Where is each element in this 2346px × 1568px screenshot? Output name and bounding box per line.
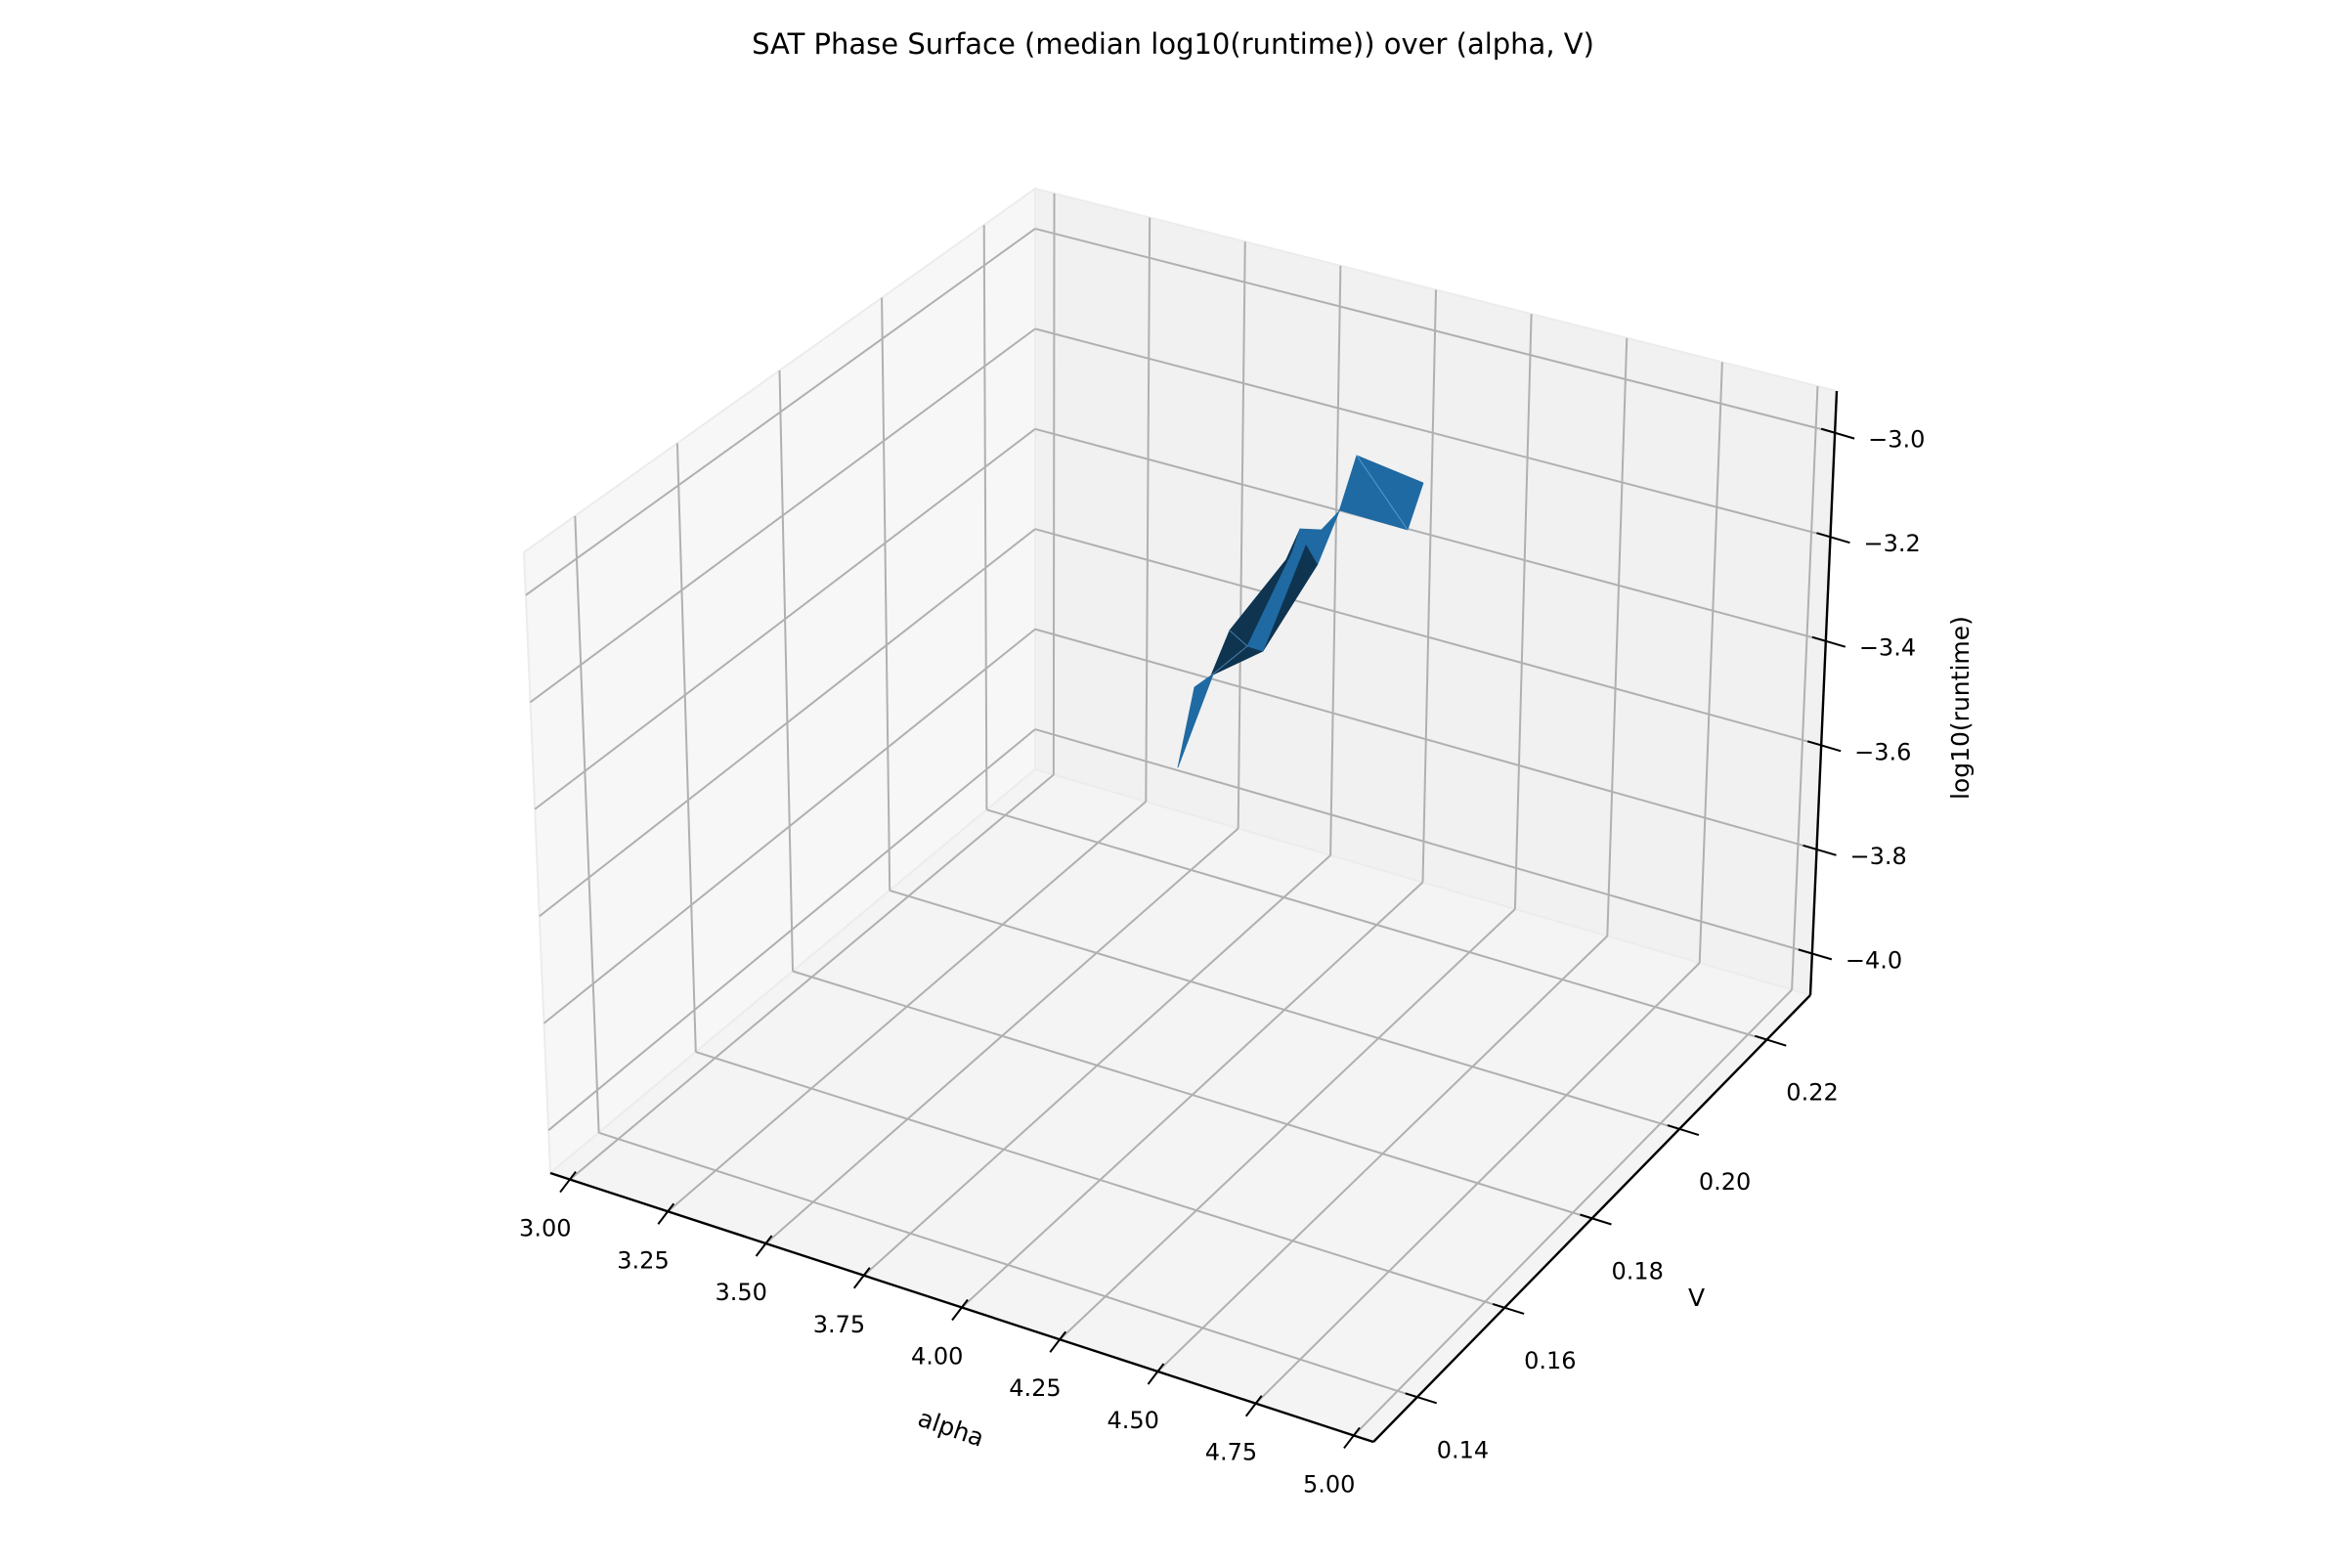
tick-alpha [657, 1202, 675, 1225]
tick-label-v: 0.16 [1524, 1347, 1576, 1374]
v-axis-label: V [1688, 1284, 1705, 1312]
tick-label-z: −3.0 [1868, 426, 1925, 454]
gridline-v [792, 970, 1592, 1220]
tick-label-alpha: 3.00 [519, 1215, 571, 1242]
gridline-z [1034, 628, 1817, 850]
chart-title: SAT Phase Surface (median log10(runtime)… [752, 27, 1594, 61]
gridline-v [778, 370, 794, 972]
z-axis-line [1808, 390, 1839, 996]
tick-alpha [755, 1235, 773, 1257]
gridline-v [986, 808, 1767, 1041]
alpha-axis-label: alpha [914, 1404, 987, 1453]
tick-label-alpha: 5.00 [1303, 1470, 1355, 1498]
tick-label-z: −3.8 [1850, 843, 1907, 870]
tick-v [1755, 1034, 1787, 1047]
gridline-v [881, 297, 891, 891]
gridline-z [525, 228, 1036, 596]
axis-ticks [559, 427, 1855, 1450]
tick-label-v: 0.20 [1699, 1168, 1751, 1196]
tick-alpha [951, 1298, 969, 1322]
tick-label-alpha: 4.00 [911, 1343, 963, 1371]
gridline-v [982, 225, 988, 810]
tick-alpha [559, 1170, 577, 1194]
gridline-v [889, 889, 1680, 1131]
gridlines [525, 193, 1836, 1437]
gridline-z [543, 628, 1036, 1024]
tick-label-z: −3.6 [1854, 738, 1911, 765]
tick-z [1803, 844, 1837, 856]
tick-label-z: −3.2 [1863, 530, 1920, 557]
gridline-alpha [1606, 337, 1629, 936]
gridline-z [1034, 227, 1836, 434]
surface-edge [1229, 630, 1248, 647]
tick-alpha [1147, 1363, 1165, 1385]
tick-z [1816, 532, 1850, 544]
gridline-z [1034, 728, 1813, 955]
gridline-z [534, 427, 1036, 810]
tick-label-v: 0.14 [1437, 1436, 1489, 1463]
gridline-alpha [1145, 217, 1151, 803]
gridline-z [529, 327, 1036, 704]
gridline-alpha [1421, 289, 1437, 883]
gridline-alpha [1329, 265, 1342, 856]
surface [1177, 455, 1424, 768]
tick-v [1492, 1302, 1525, 1315]
tick-labels: 3.00 3.25 3.50 3.75 4.00 4.25 4.50 4.75 5.00 0.14… [519, 426, 1925, 1499]
gridline-v [598, 1131, 1418, 1399]
tick-alpha [1343, 1426, 1361, 1450]
gridline-z [1034, 327, 1831, 539]
surface-edge [1210, 645, 1248, 676]
tick-alpha [1244, 1395, 1263, 1417]
tick-label-alpha: 3.50 [716, 1279, 767, 1306]
tick-v [1405, 1392, 1437, 1405]
tick-label-alpha: 4.75 [1205, 1439, 1257, 1466]
tick-label-v: 0.18 [1612, 1258, 1664, 1285]
gridline-z [547, 728, 1036, 1131]
tick-z [1811, 635, 1846, 648]
gridline-z [1034, 427, 1827, 642]
tick-z [1806, 740, 1842, 753]
tick-z [1798, 948, 1833, 961]
tick-label-v: 0.22 [1786, 1079, 1838, 1107]
surface-edge [1356, 455, 1409, 531]
z-axis-label: log10(runtime) [1946, 616, 1975, 800]
gridline-v [695, 1051, 1505, 1309]
tick-z [1820, 427, 1855, 440]
tick-label-z: −4.0 [1846, 946, 1902, 974]
tick-alpha [1049, 1330, 1067, 1353]
tick-label-alpha: 4.50 [1107, 1407, 1158, 1434]
tick-label-alpha: 3.25 [617, 1246, 669, 1274]
axis-panes [522, 187, 1839, 1444]
gridline-z [539, 528, 1036, 918]
tick-v [1580, 1213, 1612, 1226]
gridline-alpha [1513, 314, 1533, 910]
gridline-alpha [1052, 193, 1056, 775]
gridline-z [1034, 528, 1822, 747]
tick-alpha [852, 1267, 871, 1289]
gridline-alpha [1791, 386, 1819, 990]
tick-v [1667, 1124, 1700, 1137]
gridline-alpha [1698, 362, 1723, 964]
gridline-alpha [1237, 241, 1246, 829]
tick-label-alpha: 4.25 [1009, 1374, 1061, 1402]
tick-label-alpha: 3.75 [813, 1311, 865, 1338]
tick-label-z: −3.4 [1859, 634, 1916, 662]
gridline-v [675, 443, 697, 1053]
gridline-v [574, 515, 600, 1133]
